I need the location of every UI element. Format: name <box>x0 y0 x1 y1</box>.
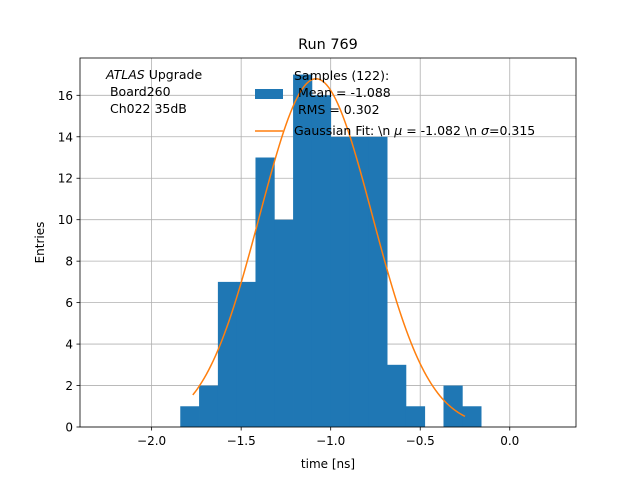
y-tick-label: 8 <box>65 255 73 269</box>
annotation-atlas: ATLAS <box>105 67 145 82</box>
histogram-bar <box>180 406 200 427</box>
x-tick-label: −1.5 <box>227 434 256 448</box>
x-axis-label: time [ns] <box>301 457 355 471</box>
histogram-bar <box>199 385 219 427</box>
plot-frame <box>79 57 577 428</box>
histogram-bar <box>330 136 350 427</box>
gaussian-fit <box>192 78 466 418</box>
legend-hist-title: Samples (122): <box>294 68 389 83</box>
histogram-bars <box>180 74 482 427</box>
histogram-bar <box>217 281 238 427</box>
legend-fit-sigma-symbol: σ <box>481 123 490 138</box>
histogram-bar <box>255 157 275 427</box>
histogram-bar <box>462 406 482 427</box>
legend: Samples (122): Mean = -1.088 RMS = 0.302… <box>255 68 535 138</box>
histogram-bar <box>368 136 388 427</box>
legend-fit-label: Gaussian Fit: \n μ = -1.082 \n σ=0.315 <box>294 123 535 138</box>
atlas-annotation: ATLAS Upgrade Board260 Ch022 35dB <box>105 67 202 116</box>
legend-fit-mu-symbol: μ <box>393 123 402 138</box>
annotation-line-3: Ch022 35dB <box>106 101 187 116</box>
y-tick-label: 16 <box>58 89 73 103</box>
y-axis-ticks: 0 2 4 6 8 10 12 14 16 <box>58 89 80 435</box>
chart-title: Run 769 <box>298 37 358 53</box>
y-tick-label: 12 <box>58 172 73 186</box>
x-tick-label: 0.0 <box>500 434 519 448</box>
x-tick-label: −1.0 <box>316 434 345 448</box>
annotation-line-1: ATLAS Upgrade <box>105 67 202 82</box>
x-tick-label: −2.0 <box>137 434 166 448</box>
annotation-upgrade: Upgrade <box>145 67 203 82</box>
y-tick-label: 6 <box>65 296 73 310</box>
legend-hist-swatch <box>255 89 283 99</box>
legend-hist-mean: Mean = -1.088 <box>294 85 391 100</box>
histogram-bar <box>236 281 256 427</box>
y-tick-label: 4 <box>65 338 73 352</box>
legend-fit-mu-value: = -1.082 \n <box>402 123 481 138</box>
histogram-bar <box>293 74 313 427</box>
y-axis-label: Entries <box>33 222 47 264</box>
y-tick-label: 2 <box>65 379 73 393</box>
gaussian-fit-curve <box>192 78 466 418</box>
x-tick-label: −0.5 <box>406 434 435 448</box>
annotation-line-2: Board260 <box>106 84 171 99</box>
histogram-bar <box>387 364 407 427</box>
y-tick-label: 0 <box>65 421 73 435</box>
histogram-bar <box>443 385 463 427</box>
histogram-bar <box>311 95 332 427</box>
legend-fit-sigma-value: =0.315 <box>489 123 535 138</box>
x-axis-ticks: −2.0 −1.5 −1.0 −0.5 0.0 <box>137 427 519 448</box>
legend-hist-rms: RMS = 0.302 <box>294 102 380 117</box>
histogram-bar <box>349 136 369 427</box>
histogram-bar <box>274 219 294 427</box>
y-tick-label: 10 <box>58 213 73 227</box>
legend-fit-prefix: Gaussian Fit: \n <box>294 123 394 138</box>
y-tick-label: 14 <box>58 130 73 144</box>
histogram-bar <box>405 406 426 427</box>
